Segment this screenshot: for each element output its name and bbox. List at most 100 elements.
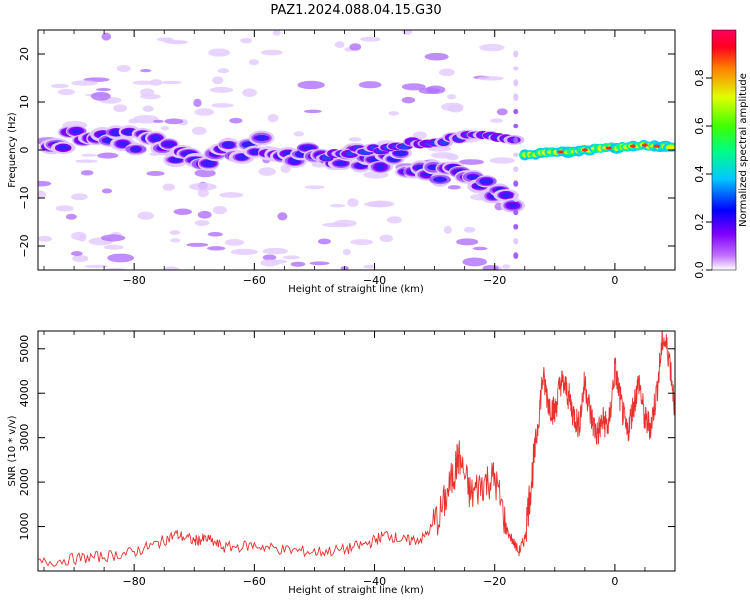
colorbar-gradient: [711, 29, 737, 271]
x-tick-label: −80: [123, 575, 146, 588]
heatmap-cell: [479, 43, 505, 52]
heatmap-cell: [267, 113, 279, 123]
heatmap-cell: [162, 266, 180, 270]
heatmap-peak: [653, 144, 660, 148]
spectrogram-x-label: Height of straight line (km): [288, 284, 424, 295]
x-tick-label: −40: [363, 575, 386, 588]
colorbar-tick-label: 0.0: [693, 261, 706, 279]
heatmap-cell: [513, 152, 519, 157]
spectrogram-heatmap: [38, 30, 675, 270]
heatmap-cell: [197, 188, 209, 198]
heatmap-cell: [211, 103, 234, 108]
heatmap-cell: [224, 238, 245, 246]
colorbar-tick-label: 0.8: [693, 69, 706, 87]
heatmap-cell: [490, 118, 504, 123]
heatmap-cell: [513, 93, 519, 102]
heatmap-cell: [304, 185, 325, 189]
heatmap-cell: [261, 49, 283, 56]
heatmap-cell: [173, 208, 193, 215]
heatmap-cell: [418, 87, 441, 94]
y-tick-label: 4000: [18, 379, 31, 407]
spectrogram-panel: −80 −60 −40 −20 0 −20 −10 0 10 20 Height of strai…: [7, 29, 676, 295]
x-tick-label: 0: [611, 575, 618, 588]
heatmap-cell: [262, 254, 277, 261]
heatmap-cell: [513, 180, 519, 187]
heatmap-cell: [297, 80, 325, 90]
heatmap-cell: [317, 238, 331, 245]
heatmap-cell: [240, 37, 253, 44]
y-tick-label: 2000: [18, 468, 31, 496]
spectrogram-y-label: Frequency (Hz): [7, 112, 18, 188]
heatmap-cell: [443, 225, 452, 234]
heatmap-cell: [401, 83, 426, 91]
heatmap-cell: [334, 41, 345, 48]
heatmap-cell: [447, 185, 461, 190]
heatmap-cell: [242, 88, 257, 97]
heatmap-cell: [513, 123, 519, 129]
heatmap-cell: [513, 238, 519, 245]
heatmap-cell: [513, 194, 519, 202]
x-tick-label: −20: [483, 575, 506, 588]
heatmap-cell: [194, 219, 210, 226]
heatmap-cell: [256, 134, 267, 142]
heatmap-cell: [439, 68, 455, 77]
heatmap-cell: [496, 108, 508, 116]
colorbar-ticks: 0.0 0.2 0.4 0.6 0.8: [693, 69, 712, 279]
x-tick-label: −40: [363, 274, 386, 287]
heatmap-cell: [100, 234, 126, 242]
snr-y-label: SNR (10 * v/v): [7, 415, 18, 486]
heatmap-cell: [347, 198, 359, 208]
heatmap-cell: [472, 246, 488, 251]
heatmap-cell: [152, 119, 164, 123]
heatmap-cell: [140, 69, 152, 73]
heatmap-cell: [202, 160, 215, 167]
heatmap-peak: [641, 143, 648, 147]
snr-plot-area: [38, 331, 675, 571]
heatmap-cell: [140, 93, 161, 100]
heatmap-cell: [38, 190, 47, 199]
heatmap-cell: [363, 201, 392, 208]
y-tick-label: 20: [18, 47, 31, 61]
heatmap-cell: [116, 64, 131, 73]
heatmap-cell: [513, 252, 519, 259]
heatmap-cell: [348, 137, 362, 142]
heatmap-cell: [330, 203, 346, 208]
heatmap-cell: [160, 125, 170, 131]
heatmap-cell: [322, 222, 350, 228]
heatmap-cell: [501, 192, 512, 198]
heatmap-cell: [290, 261, 306, 267]
y-tick-label: 10: [18, 95, 31, 109]
x-tick-label: −80: [123, 274, 146, 287]
heatmap-cell: [71, 193, 88, 201]
heatmap-cell: [50, 83, 69, 89]
heatmap-cell: [132, 114, 159, 124]
heatmap-peak: [581, 148, 588, 152]
heatmap-cell: [208, 48, 230, 57]
heatmap-cell: [169, 157, 182, 162]
heatmap-cell: [209, 86, 234, 93]
heatmap-cell: [160, 80, 182, 85]
heatmap-cell: [90, 91, 111, 101]
heatmap-cell: [170, 238, 181, 243]
heatmap-cell: [508, 203, 518, 208]
heatmap-cell: [513, 66, 519, 71]
heatmap-cell: [513, 223, 519, 230]
heatmap-cell: [433, 177, 447, 183]
heatmap-cell: [207, 232, 223, 237]
heatmap-cell: [97, 152, 119, 159]
heatmap-cell: [229, 117, 243, 124]
heatmap-cell: [345, 151, 355, 157]
y-tick-label: −10: [18, 186, 31, 209]
heatmap-cell: [272, 30, 281, 36]
y-tick-label: 1000: [18, 513, 31, 541]
heatmap-cell: [71, 80, 98, 86]
snr-panel: −80 −60 −40 −20 0 1000 2000 3000 4000 5000 Height…: [7, 330, 676, 596]
heatmap-cell: [360, 36, 381, 42]
heatmap-cell: [142, 105, 154, 112]
heatmap-peak: [605, 146, 612, 150]
heatmap-cell: [309, 261, 330, 266]
heatmap-cell: [463, 226, 476, 233]
heatmap-cell: [513, 166, 519, 173]
heatmap-cell: [163, 142, 175, 147]
heatmap-cell: [258, 167, 276, 176]
